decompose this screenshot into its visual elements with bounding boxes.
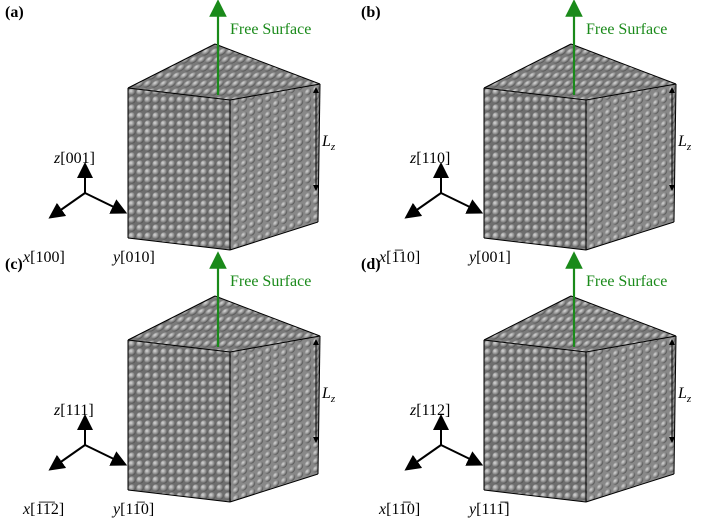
axis-direction: [1̅1̅2] bbox=[30, 501, 64, 518]
axis-direction: [111̅] bbox=[476, 501, 509, 518]
cube-side-face bbox=[230, 336, 320, 502]
axis-direction: [111] bbox=[60, 402, 93, 419]
axis-direction: [100] bbox=[30, 249, 65, 266]
length-label: Lz bbox=[677, 133, 692, 153]
cube-front-face bbox=[128, 340, 230, 502]
axis-label: y[010] bbox=[111, 249, 155, 266]
length-label: Lz bbox=[677, 385, 692, 405]
axis-direction: [112] bbox=[416, 402, 450, 419]
axis-arrow bbox=[55, 445, 85, 466]
axis-label: y[11̅0] bbox=[111, 501, 154, 518]
length-label: Lz bbox=[321, 133, 336, 153]
axis-label: z[112] bbox=[409, 402, 450, 419]
panel-label: (d) bbox=[361, 256, 381, 273]
axis-arrow bbox=[441, 193, 476, 210]
axis-label: y[001] bbox=[467, 249, 511, 266]
free-surface-label: Free Surface bbox=[230, 21, 311, 38]
panel-label: (c) bbox=[5, 256, 23, 273]
axis-direction: [001] bbox=[476, 249, 511, 266]
axis-arrow bbox=[411, 445, 441, 466]
axis-label: x[11̅0] bbox=[378, 501, 420, 518]
cube-front-face bbox=[484, 88, 586, 250]
axis-arrow bbox=[411, 193, 441, 214]
cube-side-face bbox=[586, 84, 676, 250]
axis-label: x[100] bbox=[22, 249, 65, 266]
axis-label: z[111] bbox=[53, 402, 94, 419]
length-symbol: L bbox=[321, 133, 331, 150]
axis-variable: x bbox=[22, 501, 30, 518]
length-label: Lz bbox=[321, 385, 336, 405]
length-subscript: z bbox=[330, 141, 336, 153]
axis-variable: x bbox=[378, 501, 386, 518]
free-surface-label: Free Surface bbox=[586, 273, 667, 290]
length-subscript: z bbox=[686, 393, 692, 405]
cube-side-face bbox=[230, 84, 320, 250]
axis-arrow bbox=[55, 193, 85, 214]
length-subscript: z bbox=[330, 393, 336, 405]
length-symbol: L bbox=[321, 385, 331, 402]
axis-arrow bbox=[85, 445, 120, 462]
axis-direction: [11̅0] bbox=[120, 501, 154, 518]
cube-front-face bbox=[484, 340, 586, 502]
axis-label: z[110] bbox=[409, 150, 450, 167]
axis-arrow bbox=[441, 445, 476, 462]
figure: (a)Free SurfaceLzz[001]x[100]y[010](b)Fr… bbox=[0, 0, 719, 527]
cube-front-face bbox=[128, 88, 230, 250]
axis-direction: [11̅0] bbox=[386, 501, 420, 518]
axis-arrow bbox=[85, 193, 120, 210]
axis-direction: [110] bbox=[416, 150, 450, 167]
axis-direction: [001] bbox=[60, 150, 95, 167]
axis-label: y[111̅] bbox=[467, 501, 510, 518]
cube-side-face bbox=[586, 336, 676, 502]
length-subscript: z bbox=[686, 141, 692, 153]
free-surface-label: Free Surface bbox=[230, 273, 311, 290]
panel-label: (b) bbox=[361, 4, 381, 21]
axis-direction: [010] bbox=[120, 249, 155, 266]
panel-label: (a) bbox=[5, 4, 24, 21]
axis-label: x[1̅10] bbox=[378, 249, 420, 266]
axis-variable: x bbox=[22, 249, 30, 266]
length-symbol: L bbox=[677, 385, 687, 402]
axis-label: z[001] bbox=[53, 150, 95, 167]
axis-direction: [1̅10] bbox=[386, 249, 420, 266]
axis-label: x[1̅1̅2] bbox=[22, 501, 64, 518]
length-symbol: L bbox=[677, 133, 687, 150]
free-surface-label: Free Surface bbox=[586, 21, 667, 38]
